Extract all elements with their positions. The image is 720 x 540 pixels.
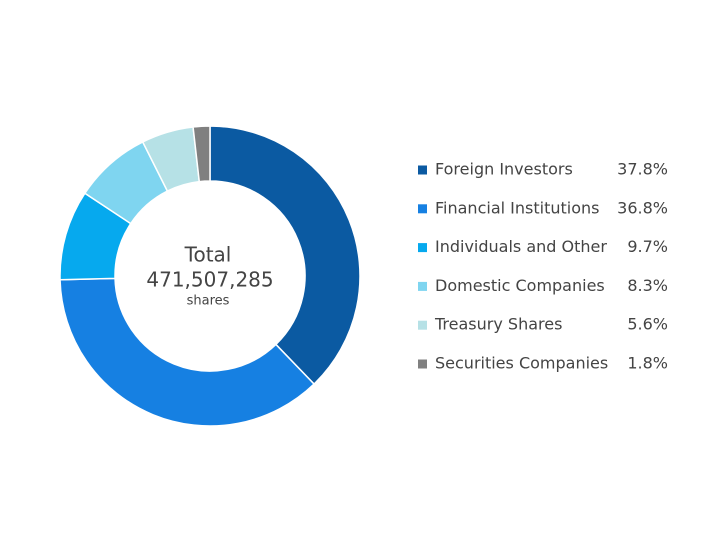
legend-label: Securities Companies <box>435 354 608 373</box>
slice <box>192 125 211 183</box>
legend: Foreign Investors 37.8% Financial Institut… <box>418 160 668 373</box>
slice <box>209 125 361 386</box>
value-label: 9.7% <box>627 237 668 256</box>
legend-label: Treasury Shares <box>434 315 562 334</box>
value-label: 36.8% <box>617 198 668 217</box>
legend-label: Individuals and Other <box>435 237 607 256</box>
slice <box>59 277 316 427</box>
value-label: 5.6% <box>627 315 668 334</box>
legend-swatch <box>418 359 427 369</box>
legend-swatch <box>418 204 427 214</box>
center-value: 471,507,285 <box>146 268 273 292</box>
legend-swatch <box>418 320 427 330</box>
center-title: Total <box>184 243 232 267</box>
legend-label: Domestic Companies <box>435 276 605 295</box>
value-label: 1.8% <box>627 354 668 373</box>
legend-label: Financial Institutions <box>435 198 599 217</box>
value-label: 37.8% <box>617 160 668 179</box>
donut <box>59 125 361 427</box>
center-unit: shares <box>187 294 230 309</box>
legend-swatch <box>418 281 427 291</box>
legend-swatch <box>418 243 427 253</box>
value-label: 8.3% <box>627 276 668 295</box>
legend-label: Foreign Investors <box>435 160 573 179</box>
legend-swatch <box>418 165 427 175</box>
